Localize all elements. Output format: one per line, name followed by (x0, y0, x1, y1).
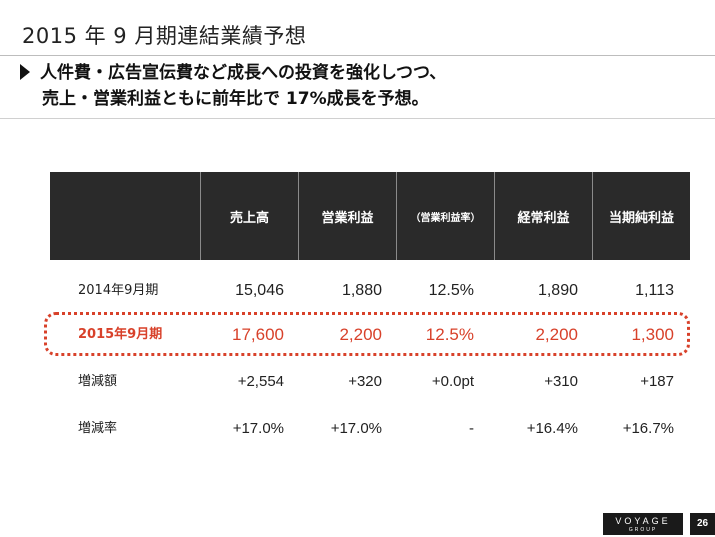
cell-sales: 15,046 (235, 282, 284, 299)
headline-text-1: 人件費・広告宣伝費など成長への投資を強化しつつ、 (40, 63, 447, 83)
table-row: 増減率 +17.0% +17.0% - +16.4% +16.7% (50, 414, 690, 444)
header-divider (592, 172, 593, 260)
header-operating-margin: （営業利益率） (410, 212, 481, 224)
title-divider (0, 55, 715, 56)
bullet-triangle-icon (20, 64, 30, 80)
header-divider (298, 172, 299, 260)
cell-operating-profit: +17.0% (330, 420, 382, 437)
header-divider (396, 172, 397, 260)
header-operating-profit: 営業利益 (321, 210, 374, 226)
cell-sales: +2,554 (237, 373, 284, 390)
row-label: 増減額 (78, 374, 118, 389)
slide-title: 2015 年 9 月期連結業績予想 (22, 24, 307, 48)
header-ordinary-profit: 経常利益 (517, 210, 570, 226)
cell-ordinary-profit: +310 (544, 373, 578, 390)
row-label: 増減率 (78, 421, 118, 436)
header-sales: 売上高 (229, 210, 269, 226)
row-label: 2014年9月期 (78, 283, 159, 298)
header-divider (200, 172, 201, 260)
table-row: 2014年9月期 15,046 1,880 12.5% 1,890 1,113 (50, 276, 690, 306)
cell-net-profit: +16.7% (622, 420, 674, 437)
header-net-profit: 当期純利益 (608, 210, 674, 226)
headline-line-2: 売上・営業利益ともに前年比で 17%成長を予想。 (42, 89, 429, 109)
cell-operating-profit: 1,880 (341, 282, 382, 299)
highlight-frame (44, 312, 690, 356)
row-label: 2015年9月期 (78, 327, 163, 342)
cell-ordinary-profit: +16.4% (526, 420, 578, 437)
cell-operating-margin: 12.5% (428, 282, 474, 299)
cell-operating-margin: 12.5% (425, 325, 474, 344)
table-row-highlight: 2015年9月期 17,600 2,200 12.5% 2,200 1,300 (50, 320, 690, 350)
cell-operating-margin: +0.0pt (431, 373, 474, 390)
cell-sales: +17.0% (232, 420, 284, 437)
cell-ordinary-profit: 1,890 (537, 282, 578, 299)
logo-text: VOYAGE (615, 516, 671, 526)
voyage-group-logo: VOYAGE GROUP (603, 513, 683, 535)
cell-operating-margin: - (469, 420, 474, 437)
cell-net-profit: 1,113 (635, 282, 674, 299)
cell-sales: 17,600 (232, 325, 284, 344)
logo-subtext: GROUP (628, 527, 658, 533)
cell-net-profit: 1,300 (631, 325, 674, 344)
headline: 人件費・広告宣伝費など成長への投資を強化しつつ、 売上・営業利益ともに前年比で … (20, 60, 700, 112)
cell-operating-profit: 2,200 (339, 325, 382, 344)
table-header: 売上高 営業利益 （営業利益率） 経常利益 当期純利益 (50, 172, 690, 260)
table-row: 増減額 +2,554 +320 +0.0pt +310 +187 (50, 367, 690, 397)
headline-line-1: 人件費・広告宣伝費など成長への投資を強化しつつ、 (20, 60, 700, 86)
cell-operating-profit: +320 (348, 373, 382, 390)
cell-net-profit: +187 (640, 373, 674, 390)
headline-divider (0, 118, 715, 119)
page-number: 26 (688, 513, 715, 535)
header-divider (494, 172, 495, 260)
cell-ordinary-profit: 2,200 (535, 325, 578, 344)
